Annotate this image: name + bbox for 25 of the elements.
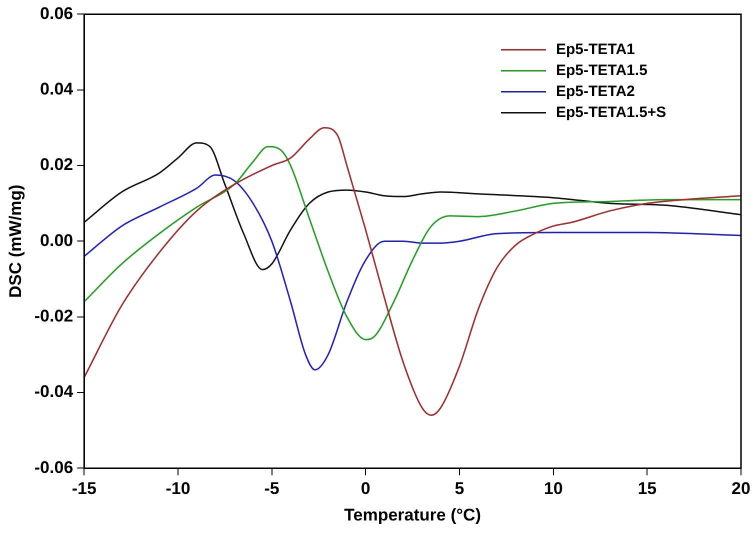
y-tick-label: 0.02 <box>40 155 74 174</box>
x-tick-label: 15 <box>638 479 657 498</box>
line-series <box>84 146 741 340</box>
y-tick-label: -0.02 <box>34 306 74 326</box>
line-series <box>84 142 741 270</box>
x-tick-label: -10 <box>166 479 190 498</box>
legend-label: Ep5-TETA1.5+S <box>556 104 666 121</box>
y-tick-label: 0.06 <box>40 4 74 23</box>
x-tick-label: -5 <box>264 479 280 498</box>
y-tick-label: -0.04 <box>34 382 74 402</box>
legend-label: Ep5-TETA1.5 <box>556 62 648 79</box>
y-tick-label: 0.00 <box>40 230 74 250</box>
y-tick-label: -0.06 <box>34 458 74 477</box>
line-series <box>84 174 741 371</box>
x-tick-label: 5 <box>454 479 464 498</box>
x-tick-label: 20 <box>732 479 750 498</box>
x-tick-label: -15 <box>72 479 96 498</box>
x-axis-title: Temperature (°C) <box>344 505 481 524</box>
legend-label: Ep5-TETA2 <box>556 82 635 100</box>
y-axis-title: DSC (mW/mg) <box>6 184 25 298</box>
y-tick-label: 0.04 <box>40 80 74 99</box>
legend-label: Ep5-TETA1 <box>556 40 635 58</box>
x-tick-label: 0 <box>360 479 370 498</box>
line-series <box>84 126 741 416</box>
x-tick-label: 10 <box>544 479 563 498</box>
